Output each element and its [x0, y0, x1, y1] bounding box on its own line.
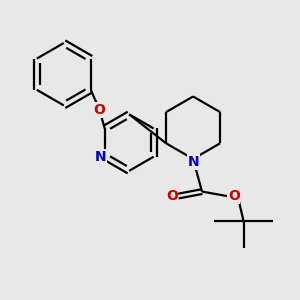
Text: N: N	[187, 155, 199, 169]
Text: O: O	[228, 189, 240, 203]
Text: O: O	[166, 189, 178, 203]
Text: O: O	[94, 103, 105, 117]
Text: N: N	[94, 150, 106, 164]
